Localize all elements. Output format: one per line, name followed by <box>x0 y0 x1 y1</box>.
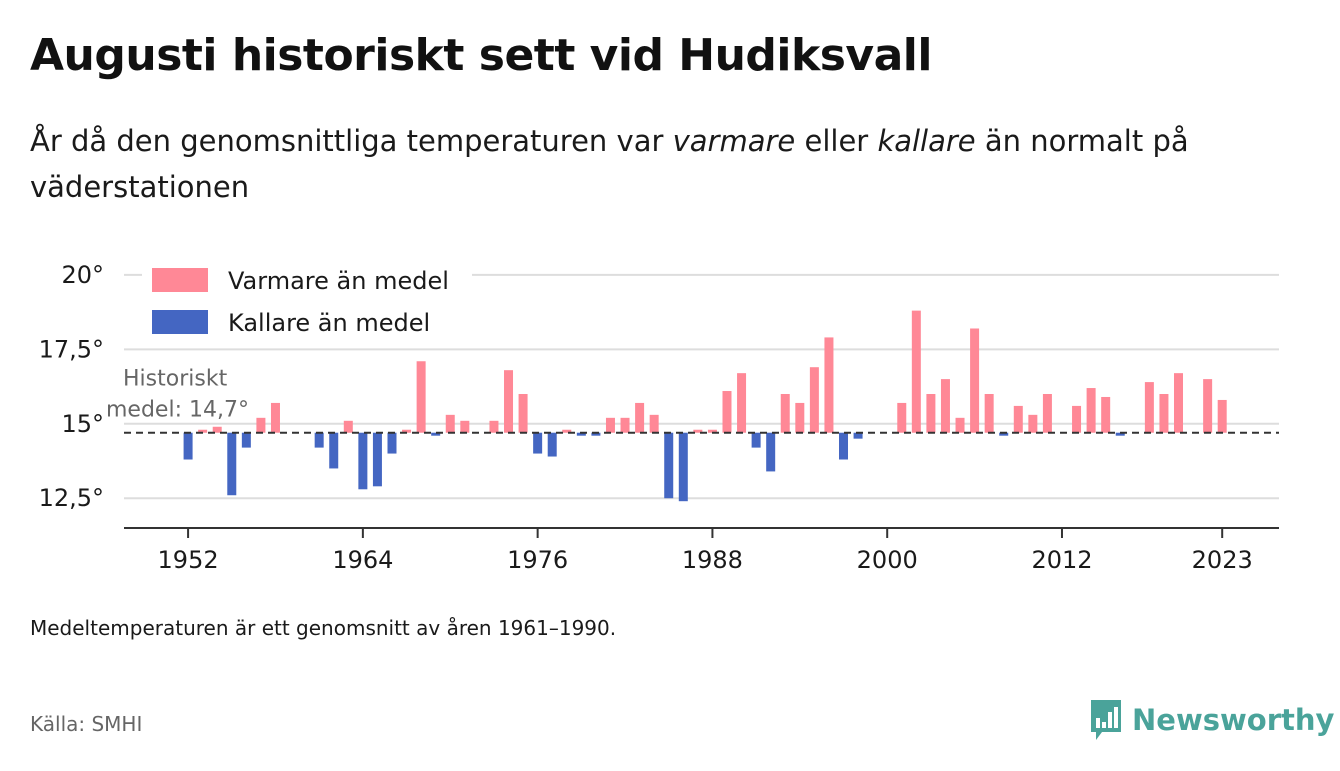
source-label: Källa: SMHI <box>30 712 143 736</box>
bar-1978 <box>562 429 572 433</box>
bar-2018 <box>1144 382 1154 433</box>
bar-1989 <box>722 391 732 433</box>
y-tick-label: 12,5° <box>39 484 104 512</box>
bar-2022 <box>1203 379 1213 433</box>
x-tick-label: 2023 <box>1192 546 1253 574</box>
bar-1963 <box>343 420 353 433</box>
subtitle-part1: År då den genomsnittliga temperaturen va… <box>30 124 673 158</box>
subtitle-cold-word: kallare <box>877 124 976 158</box>
bar-2006 <box>970 328 980 433</box>
bar-1994 <box>795 402 805 433</box>
bar-2004 <box>940 379 950 433</box>
bar-1984 <box>649 414 659 433</box>
bar-1958 <box>270 402 280 433</box>
bar-2014 <box>1086 388 1096 433</box>
bar-1962 <box>329 432 339 469</box>
bar-2019 <box>1159 394 1169 433</box>
baseline-label-line2: medel: 14,7° <box>106 398 249 423</box>
bar-2007 <box>984 394 994 433</box>
brand-name: Newsworthy <box>1132 703 1335 737</box>
bar-2020 <box>1174 373 1184 433</box>
footnote: Medeltemperaturen är ett genomsnitt av å… <box>30 616 617 640</box>
bar-1953 <box>198 429 208 433</box>
newsworthy-logo: Newsworthy <box>1088 698 1334 742</box>
bar-2003 <box>926 394 936 433</box>
bar-1971 <box>460 420 470 433</box>
bar-1993 <box>780 394 790 433</box>
x-tick-label: 1952 <box>158 546 219 574</box>
bar-1961 <box>314 432 324 448</box>
bar-1976 <box>533 432 543 454</box>
bar-1973 <box>489 420 499 433</box>
bar-1975 <box>518 394 528 433</box>
legend: Varmare än medel Kallare än medel <box>142 258 472 346</box>
bar-1980 <box>591 432 601 436</box>
bar-2011 <box>1042 394 1052 433</box>
bar-1968 <box>416 361 426 433</box>
bar-1986 <box>678 432 688 502</box>
subtitle-part3: än normalt på väderstationen <box>30 124 1189 204</box>
bar-1988 <box>707 429 717 433</box>
bar-1997 <box>839 432 849 460</box>
bar-1966 <box>387 432 397 454</box>
bar-1952 <box>183 432 193 460</box>
bar-1955 <box>227 432 237 496</box>
bar-1974 <box>504 370 514 433</box>
legend-cold-swatch <box>152 310 208 334</box>
bar-2002 <box>911 310 921 433</box>
x-axis-ticks: 1952 1964 1976 1988 2000 2012 2023 <box>158 528 1253 574</box>
bar-2015 <box>1101 396 1111 433</box>
bar-2023 <box>1217 399 1227 433</box>
bar-2001 <box>897 402 907 433</box>
chart-subtitle: År då den genomsnittliga temperaturen va… <box>30 118 1270 210</box>
bar-1956 <box>241 432 251 448</box>
bar-1992 <box>766 432 776 472</box>
x-tick-label: 1976 <box>507 546 568 574</box>
bar-1954 <box>212 426 222 433</box>
bar-1969 <box>431 432 441 436</box>
bar-2010 <box>1028 414 1038 433</box>
subtitle-part2: eller <box>795 124 878 158</box>
bar-2008 <box>999 432 1009 436</box>
legend-warm-label: Varmare än medel <box>228 267 449 295</box>
bar-1981 <box>605 417 615 433</box>
bar-1990 <box>737 373 747 433</box>
x-tick-label: 2000 <box>857 546 918 574</box>
bar-chart-logo-icon <box>1091 700 1121 740</box>
bar-1965 <box>372 432 382 487</box>
bar-2005 <box>955 417 965 433</box>
bars <box>183 310 1227 502</box>
bar-1957 <box>256 417 266 433</box>
legend-cold-label: Kallare än medel <box>228 309 430 337</box>
bar-1996 <box>824 337 834 433</box>
bar-1964 <box>358 432 368 490</box>
bar-2016 <box>1115 432 1125 436</box>
y-tick-label: 20° <box>61 261 104 289</box>
chart-title: Augusti historiskt sett vid Hudiksvall <box>30 30 932 81</box>
bar-1998 <box>853 432 863 439</box>
y-tick-label: 17,5° <box>39 335 104 363</box>
bar-1991 <box>751 432 761 448</box>
y-tick-label: 15° <box>61 410 104 438</box>
bar-1967 <box>402 429 412 433</box>
bar-2009 <box>1013 405 1023 433</box>
temperature-bar-chart: 12,5° 15° 17,5° 20° Historiskt medel: 14,7°… <box>38 258 1279 574</box>
subtitle-warm-word: varmare <box>672 124 796 158</box>
x-tick-label: 2012 <box>1031 546 1092 574</box>
baseline-label-line1: Historiskt <box>123 367 228 392</box>
bar-1985 <box>664 432 674 499</box>
bar-1995 <box>809 367 819 433</box>
bar-1983 <box>635 402 645 433</box>
bar-1982 <box>620 417 630 433</box>
y-axis-ticks: 12,5° 15° 17,5° 20° <box>39 261 104 512</box>
bar-1979 <box>576 432 586 436</box>
legend-warm-swatch <box>152 268 208 292</box>
x-tick-label: 1988 <box>682 546 743 574</box>
bar-1977 <box>547 432 557 457</box>
bar-1970 <box>445 414 455 433</box>
bar-1987 <box>693 429 703 433</box>
bar-2013 <box>1072 405 1082 433</box>
x-tick-label: 1964 <box>332 546 393 574</box>
